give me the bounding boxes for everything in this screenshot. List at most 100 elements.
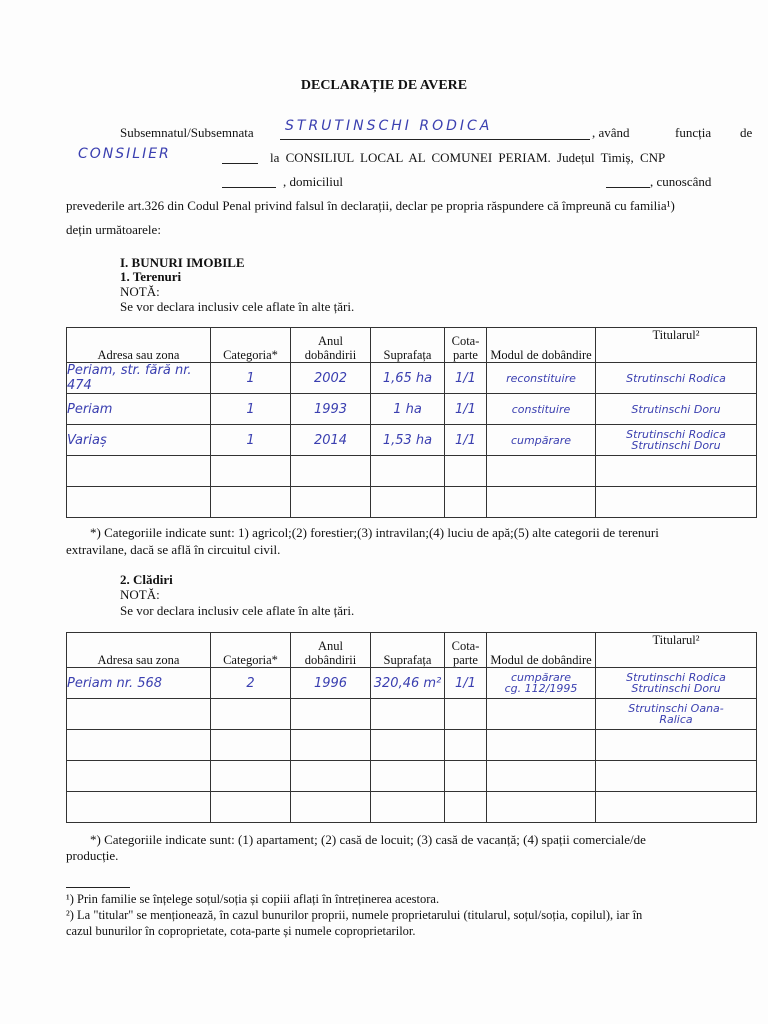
table-cell [595, 455, 757, 487]
table-cell: Variaș [66, 424, 211, 456]
table-cell [370, 791, 445, 823]
cnp-line [222, 187, 276, 188]
table-cell: 1 [210, 424, 291, 456]
footnote: ²) La "titular" se menționează, în cazul… [66, 908, 643, 922]
table-cell [210, 729, 291, 761]
table-cell [66, 455, 211, 487]
table-cell [290, 486, 371, 518]
table-header: Adresa sau zona Categoria* Anul dobândir… [66, 327, 757, 363]
intro-text: funcția [675, 125, 712, 140]
land-note: extravilane, dacă se află în circuitul c… [66, 542, 281, 557]
subsection-heading: 1. Terenuri [120, 269, 182, 284]
intro-text: Subsemnatul/Subsemnata [120, 125, 254, 140]
intro-text: dețin următoarele: [66, 222, 161, 237]
table-cell [595, 729, 757, 761]
building-note: producție. [66, 848, 119, 863]
table-cell: 1996 [290, 667, 371, 699]
table-row [66, 486, 757, 518]
table-cell: cumpărare cg. 112/1995 [486, 667, 596, 699]
table-row [66, 729, 757, 761]
table-cell [210, 698, 291, 730]
table-cell [486, 760, 596, 792]
table-cell: 320,46 m² [370, 667, 445, 699]
table-cell [290, 729, 371, 761]
table-cell [210, 455, 291, 487]
table-cell: 1/1 [444, 667, 487, 699]
table-cell [444, 729, 487, 761]
table-cell [290, 698, 371, 730]
col-header: Anul dobândirii [290, 327, 371, 363]
col-header: Titularul² [595, 632, 757, 668]
nota-label: NOTĂ: [120, 587, 160, 602]
col-header: Modul de dobândire [486, 327, 596, 363]
col-header: Categoria* [210, 632, 291, 668]
intro-text: , domiciliul [283, 174, 343, 189]
footnote: ¹) Prin familie se înțelege soțul/soția … [66, 892, 440, 906]
col-header: Anul dobândirii [290, 632, 371, 668]
table-cell: 1,53 ha [370, 424, 445, 456]
col-header: Cota-parte [444, 327, 487, 363]
table-row: Variaș 1 2014 1,53 ha 1/1 cumpărare Strutinsch… [66, 424, 757, 456]
table-cell [210, 486, 291, 518]
table-cell [66, 729, 211, 761]
table-cell [486, 698, 596, 730]
table-cell [444, 760, 487, 792]
table-cell: 2014 [290, 424, 371, 456]
table-row [66, 455, 757, 487]
intro-text: , cunoscând [650, 174, 712, 189]
table-cell [595, 486, 757, 518]
declarant-name: STRUTINSCHI RODICA [285, 118, 493, 134]
table-cell [370, 486, 445, 518]
table-cell: 2 [210, 667, 291, 699]
table-cell [370, 698, 445, 730]
land-table: Adresa sau zona Categoria* Anul dobândir… [66, 327, 757, 518]
col-header: Adresa sau zona [66, 632, 211, 668]
table-cell: 1 [210, 393, 291, 425]
table-cell [444, 698, 487, 730]
table-cell: 1/1 [444, 424, 487, 456]
address-line [606, 187, 650, 188]
table-cell: 1993 [290, 393, 371, 425]
table-cell [444, 791, 487, 823]
table-cell [370, 455, 445, 487]
table-row: Periam, str. fără nr. 474 1 2002 1,65 ha 1/1… [66, 362, 757, 394]
table-row [66, 791, 757, 823]
table-cell: Strutinschi Rodica [595, 362, 757, 394]
table-cell: Periam, str. fără nr. 474 [66, 362, 211, 394]
table-cell [595, 760, 757, 792]
col-header: Suprafața [370, 632, 445, 668]
intro-text: la CONSILIUL LOCAL AL COMUNEI PERIAM. Ju… [270, 150, 666, 165]
table-cell: 1,65 ha [370, 362, 445, 394]
table-cell [66, 486, 211, 518]
table-header: Adresa sau zona Categoria* Anul dobândir… [66, 632, 757, 668]
buildings-table: Adresa sau zona Categoria* Anul dobândir… [66, 632, 757, 823]
nota-text: Se vor declara inclusiv cele aflate în a… [120, 603, 355, 618]
table-cell [486, 486, 596, 518]
col-header: Titularul² [595, 327, 757, 363]
table-cell [210, 791, 291, 823]
table-cell: Strutinschi Rodica Strutinschi Doru [595, 667, 757, 699]
intro-text: de [740, 125, 753, 140]
table-cell [290, 455, 371, 487]
table-cell: Strutinschi Rodica Strutinschi Doru [595, 424, 757, 456]
col-header: Cota-parte [444, 632, 487, 668]
table-cell: Strutinschi Oana- Ralica [595, 698, 757, 730]
table-cell [486, 729, 596, 761]
table-cell [66, 791, 211, 823]
table-cell [210, 760, 291, 792]
table-cell [486, 455, 596, 487]
table-cell [444, 486, 487, 518]
table-cell: Periam nr. 568 [66, 667, 211, 699]
table-cell: 1/1 [444, 362, 487, 394]
table-cell [66, 760, 211, 792]
table-row: Strutinschi Oana- Ralica [66, 698, 757, 730]
table-cell [370, 760, 445, 792]
page-title: DECLARAȚIE DE AVERE [300, 78, 468, 93]
table-cell: reconstituire [486, 362, 596, 394]
table-cell: constituire [486, 393, 596, 425]
table-cell: 2002 [290, 362, 371, 394]
nota-text: Se vor declara inclusiv cele aflate în a… [120, 299, 355, 314]
footnote-separator [66, 887, 130, 888]
intro-text: prevederile art.326 din Codul Penal priv… [66, 198, 675, 213]
table-row [66, 760, 757, 792]
